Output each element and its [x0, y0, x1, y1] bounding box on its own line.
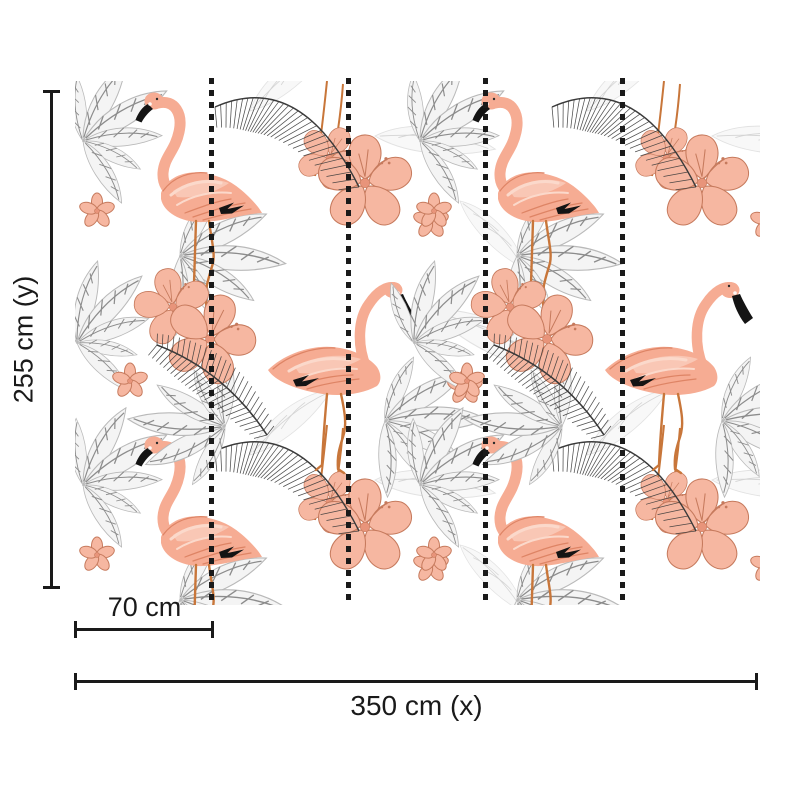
total-width-cap-left	[74, 673, 77, 690]
small-flower	[77, 536, 117, 574]
small-flower	[748, 546, 760, 584]
panel-divider-2	[346, 78, 351, 604]
palm-frond	[214, 97, 360, 191]
panel-width-cap-left	[74, 621, 77, 638]
panel-divider-4	[620, 78, 625, 604]
palm-frond	[493, 333, 612, 436]
height-dimension-cap-top	[43, 90, 60, 93]
height-dimension-cap-bottom	[43, 586, 60, 589]
palm-frond	[551, 441, 697, 535]
panel-divider-3	[483, 78, 488, 604]
small-flower	[77, 192, 117, 230]
panel-width-label: 70 cm	[107, 592, 182, 622]
palm-frond	[214, 441, 360, 535]
total-width-label: 350 cm (x)	[350, 690, 483, 721]
panel-width-line	[76, 628, 213, 631]
small-flower	[110, 362, 150, 400]
height-label: 255 cm (y)	[8, 275, 39, 404]
total-width-cap-right	[755, 673, 758, 690]
panel-divider-1	[209, 78, 214, 604]
wallpaper-preview	[75, 81, 760, 605]
flamingo-pattern-artwork	[75, 81, 760, 605]
panel-width-cap-right	[211, 621, 214, 638]
total-width-line	[76, 680, 756, 683]
height-dimension-line	[50, 91, 53, 589]
small-flower	[748, 202, 760, 240]
